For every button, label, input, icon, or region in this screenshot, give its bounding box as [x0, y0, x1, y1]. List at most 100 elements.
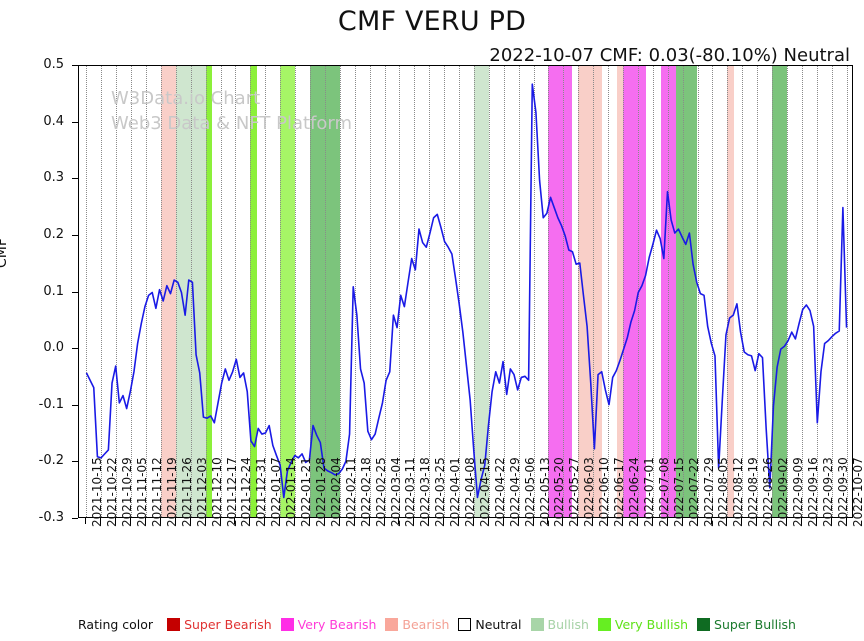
gridline [801, 66, 803, 517]
x-axis-tick-label: 2022-03-25 [433, 457, 448, 527]
gridline [190, 66, 192, 517]
x-axis-tick-label: 2022-09-23 [820, 457, 835, 527]
gridline [548, 66, 550, 517]
y-axis-tick-label: 0.5 [43, 57, 64, 72]
x-axis-tick-label: 2022-02-18 [358, 457, 373, 527]
x-axis-tick-label: 2022-01-21 [299, 457, 314, 527]
gridline [593, 66, 595, 517]
legend-label: Very Bearish [297, 617, 377, 632]
x-axis-tick-label: 2022-03-04 [388, 457, 403, 527]
x-axis-tick-label: 2021-12-10 [209, 457, 224, 527]
gridline [220, 66, 222, 517]
gridline [205, 66, 207, 517]
x-axis-tick-label: 2022-02-11 [343, 457, 358, 527]
legend-item: Super Bullish [697, 617, 796, 632]
x-axis-tick-label: 2021-12-17 [224, 457, 239, 527]
y-axis-tick [72, 65, 78, 66]
gridline [414, 66, 416, 517]
rating-band [727, 66, 734, 517]
x-axis-tick-label: 2021-12-03 [194, 457, 209, 527]
x-axis-tick [145, 518, 147, 524]
x-axis-tick [264, 518, 266, 524]
gridline [339, 66, 341, 517]
x-axis-tick-label: 2022-07-22 [686, 457, 701, 527]
legend-swatch [530, 618, 544, 631]
gridline [250, 66, 252, 517]
x-axis-tick [219, 518, 221, 524]
gridline [622, 66, 624, 517]
x-axis-tick [383, 518, 385, 524]
y-axis-tick-label: 0.4 [43, 113, 64, 129]
gridline [131, 66, 133, 517]
x-axis-tick [323, 518, 325, 524]
legend-item: Neutral [458, 617, 522, 632]
gridline [757, 66, 759, 517]
legend-item: Very Bearish [280, 617, 377, 632]
x-axis-tick [771, 518, 773, 524]
legend-item: Super Bearish [167, 617, 272, 632]
rating-band [280, 66, 296, 517]
gridline [280, 66, 282, 517]
x-axis-tick-label: 2022-08-19 [746, 457, 761, 527]
x-axis-tick-label: 2022-05-06 [522, 457, 537, 527]
gridline [369, 66, 371, 517]
gridline [578, 66, 580, 517]
y-axis-tick [72, 234, 78, 236]
rating-band [205, 66, 213, 517]
legend-swatch [167, 618, 181, 631]
x-axis-tick-label: 2021-10-22 [105, 457, 120, 527]
gridline [742, 66, 744, 517]
x-axis-tick-label: 2022-08-26 [761, 457, 776, 527]
x-axis-tick-label: 2021-11-12 [150, 457, 165, 527]
x-axis-tick-label: 2022-07-01 [641, 457, 656, 527]
legend-item: Bearish [385, 617, 449, 632]
x-axis-tick-label: 2022-10-07 [850, 457, 864, 527]
x-axis-tick [756, 518, 758, 524]
y-axis-tick [72, 348, 78, 350]
rating-band [160, 66, 176, 517]
gridline [772, 66, 774, 517]
gridline [533, 66, 535, 517]
x-axis-tick-label: 2022-04-15 [477, 457, 492, 527]
x-axis-tick [294, 518, 296, 524]
gridline [101, 66, 103, 517]
gridline [459, 66, 461, 517]
rating-band [622, 66, 647, 517]
rating-band [772, 66, 787, 517]
x-axis-tick [547, 518, 549, 524]
gridline [429, 66, 431, 517]
rating-band [676, 66, 698, 517]
y-axis-title: CMF [0, 238, 10, 268]
gridlines-layer [79, 66, 852, 517]
x-axis-tick [487, 518, 489, 524]
y-axis-tick-label: -0.1 [38, 396, 64, 412]
x-axis-tick [800, 518, 802, 524]
gridline [518, 66, 520, 517]
x-axis-tick [234, 518, 236, 524]
x-axis-tick [502, 518, 504, 524]
x-axis-tick [830, 518, 832, 524]
x-axis-tick [115, 518, 117, 524]
x-axis-tick [130, 518, 132, 524]
x-axis-tick-label: 2022-01-28 [314, 457, 328, 527]
x-axis-tick [711, 518, 713, 524]
x-axis-tick-label: 2022-08-05 [716, 457, 731, 527]
gridline [175, 66, 177, 517]
x-axis-tick-label: 2022-05-20 [552, 457, 567, 527]
x-axis-tick [666, 518, 668, 524]
page-title: CMF VERU PD [337, 6, 527, 37]
y-axis-tick [72, 518, 78, 519]
x-axis-tick [651, 518, 653, 524]
x-axis-tick [621, 518, 623, 524]
y-axis-tick-label: -0.2 [38, 453, 64, 469]
x-axis-tick [368, 518, 370, 524]
x-axis-tick-label: 2022-07-29 [701, 457, 716, 527]
x-axis-tick-label: 2022-07-15 [671, 457, 686, 527]
y-axis-tick-label: 0.3 [43, 170, 64, 186]
x-axis-tick-label: 2022-04-22 [492, 457, 507, 527]
x-axis-tick-label: 2022-09-02 [776, 457, 791, 527]
rating-bands-layer [79, 66, 852, 517]
gridline [786, 66, 788, 517]
x-axis-tick [398, 518, 400, 524]
x-axis-tick [189, 518, 191, 524]
